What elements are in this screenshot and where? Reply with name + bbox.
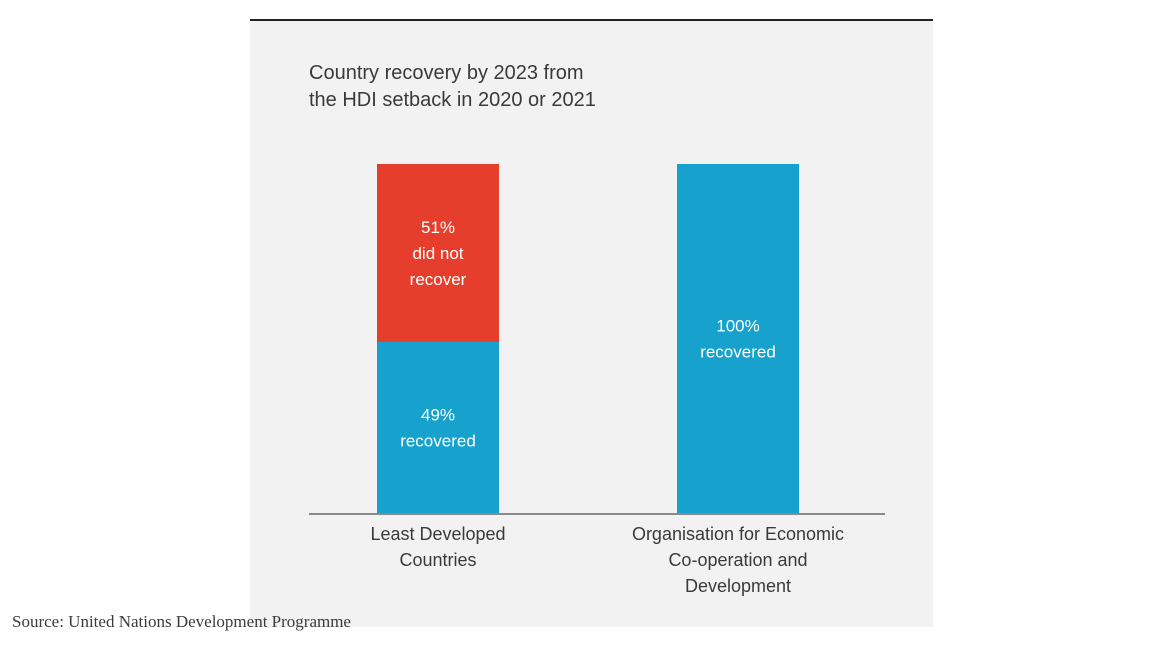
chart-panel: [250, 20, 933, 627]
chart-title-line-1: Country recovery by 2023 from: [309, 62, 584, 84]
bar-did-not-recover-1: [377, 164, 499, 342]
bar-label-recovered-2-line-2: recovered: [700, 343, 776, 362]
chart-title-line-2: the HDI setback in 2020 or 2021: [309, 89, 596, 111]
category-label-2-line-3: Development: [685, 576, 791, 596]
bar-label-did-not-recover-1-line-2: did not: [412, 244, 463, 263]
category-label-2-line-2: Co-operation and: [668, 550, 807, 570]
source-note: Source: United Nations Development Progr…: [12, 612, 351, 631]
chart-title: Country recovery by 2023 from the HDI se…: [309, 60, 729, 114]
bar-label-recovered-1-line-1: 49%: [421, 405, 455, 424]
bar-label-recovered-2-line-1: 100%: [716, 317, 759, 336]
bar-label-did-not-recover-1-line-3: recover: [410, 270, 467, 289]
bar-label-recovered-1-line-2: recovered: [400, 431, 476, 450]
category-label-1-line-1: Least Developed: [370, 524, 505, 544]
category-label-2-line-1: Organisation for Economic: [632, 524, 844, 544]
bar-label-did-not-recover-1-line-1: 51%: [421, 218, 455, 237]
category-label-1-line-2: Countries: [399, 550, 476, 570]
bar-recovered-1: [377, 341, 499, 513]
bar-recovered-2: [677, 164, 799, 513]
top-rule: [250, 19, 933, 21]
